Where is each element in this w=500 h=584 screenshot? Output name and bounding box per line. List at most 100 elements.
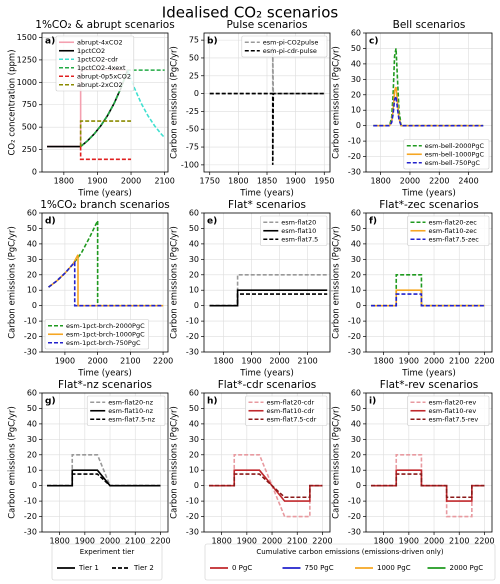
plot-frame: [41, 32, 169, 173]
y-axis-label: Carbon emissions (PgC/yr): [8, 226, 18, 339]
panel-title: Pulse scenarios: [227, 19, 308, 31]
series-line: [371, 289, 485, 307]
x-tick-label: 2200: [429, 177, 449, 186]
panel-title: Flat*-zec scenarios: [379, 199, 479, 211]
x-tick-label: 1800: [49, 537, 69, 546]
x-tick-label: 2000: [100, 537, 120, 546]
x-tick-label: 1800: [373, 357, 393, 366]
x-axis-label: Time (years): [401, 189, 456, 199]
y-axis-label: Carbon emissions (PgC/yr): [332, 406, 342, 519]
series-line: [126, 69, 166, 139]
legend-label: esm-flat20-rev: [429, 398, 477, 406]
legend-label: 2000 PgC: [450, 564, 484, 572]
y-tick-label: -30: [348, 168, 361, 177]
y-tick-label: 50: [351, 404, 361, 413]
panel-label: a): [45, 37, 55, 47]
series-line: [48, 260, 164, 307]
series-line: [209, 293, 328, 307]
y-tick-label: 50: [27, 224, 37, 233]
series-line: [79, 146, 132, 161]
plot-frame: [41, 212, 169, 353]
y-tick-label: 0: [194, 481, 199, 490]
legend-box: [259, 215, 328, 246]
y-tick-label: 30: [27, 435, 37, 444]
y-tick-label: -20: [348, 332, 361, 341]
legend-title: Experiment tier: [80, 548, 135, 556]
legend-label: esm-pi-cdr-pulse: [263, 47, 317, 55]
x-tick-label: 1900: [399, 357, 419, 366]
x-axis-label: Time (years): [239, 369, 294, 379]
y-tick-label: 0: [356, 481, 361, 490]
y-tick-label: 20: [27, 450, 37, 459]
x-tick-label: 2000: [121, 177, 141, 186]
legend-box: [245, 395, 328, 426]
panel-title: Flat* scenarios: [228, 199, 306, 211]
panel-title: Flat*-nz scenarios: [58, 379, 152, 391]
legend-box: [55, 35, 135, 92]
legend-label: Tier 1: [78, 564, 99, 572]
y-tick-label: 0: [356, 301, 361, 310]
legend-label: abrupt-2xCO2: [77, 81, 123, 89]
plot-frame: [365, 212, 493, 353]
panel-label: b): [207, 37, 218, 47]
y-axis-label: Carbon emissions (PgC/yr): [332, 46, 342, 159]
x-tick-label: 2200: [312, 537, 332, 546]
series-line: [48, 254, 164, 307]
x-tick-label: 1800: [228, 177, 248, 186]
plot-frame: [203, 392, 331, 533]
y-tick-label: 60: [27, 209, 37, 218]
legend-label: esm-flat7.5-cdr: [267, 415, 317, 423]
panel-label: e): [207, 217, 217, 227]
y-tick-label: -20: [186, 512, 199, 521]
y-tick-label: 40: [351, 239, 361, 248]
y-tick-label: -20: [24, 332, 37, 341]
y-tick-label: 1250: [17, 55, 37, 64]
y-tick-label: 20: [27, 270, 37, 279]
x-tick-label: 1800: [213, 357, 233, 366]
legend-label: 1pctCO2-cdr: [77, 55, 118, 63]
legend-label: abrupt-4xCO2: [77, 38, 123, 46]
y-tick-label: 0: [32, 301, 37, 310]
y-tick-label: 50: [351, 224, 361, 233]
panel-label: d): [45, 217, 56, 227]
legend-box: [407, 215, 490, 246]
y-tick-label: -10: [186, 317, 199, 326]
legend-label: 750 PgC: [305, 564, 334, 572]
y-tick-label: 10: [27, 466, 37, 475]
series-line: [47, 469, 161, 487]
y-tick-label: 20: [351, 450, 361, 459]
x-axis-label: Time (years): [77, 189, 132, 199]
series-line: [371, 473, 485, 499]
y-tick-label: 40: [189, 239, 199, 248]
y-tick-label: -20: [348, 512, 361, 521]
legend-label: 1pctCO2: [77, 47, 105, 55]
y-tick-label: -75: [186, 143, 199, 152]
series-line: [48, 220, 164, 307]
y-tick-label: 40: [27, 419, 37, 428]
y-tick-label: 750: [22, 100, 37, 109]
x-tick-label: 1900: [75, 537, 95, 546]
legend-label: esm-flat7.5-nz: [108, 415, 155, 423]
x-tick-label: 2000: [424, 537, 444, 546]
y-tick-label: -20: [186, 332, 199, 341]
legend-label: esm-flat20-nz: [108, 398, 153, 406]
y-axis-label: Carbon emissions (PgC/yr): [170, 46, 180, 159]
x-tick-label: 2000: [262, 537, 282, 546]
y-tick-label: 20: [351, 90, 361, 99]
x-tick-label: 1800: [54, 177, 74, 186]
legend-label: esm-bell-750PgC: [425, 159, 481, 167]
panel-label: h): [207, 397, 218, 407]
y-tick-label: 40: [27, 239, 37, 248]
plot-frame: [203, 32, 331, 173]
y-tick-label: 10: [351, 286, 361, 295]
y-tick-label: 40: [351, 59, 361, 68]
x-tick-label: 2000: [87, 357, 107, 366]
figure-title: Idealised CO₂ scenarios: [162, 4, 339, 22]
y-tick-label: 20: [189, 450, 199, 459]
legend-label: esm-flat10-nz: [108, 407, 153, 415]
x-tick-label: 2100: [297, 357, 317, 366]
panel-title: 1%CO₂ branch scenarios: [40, 199, 170, 211]
y-tick-label: -20: [24, 512, 37, 521]
y-tick-label: 20: [189, 270, 199, 279]
y-tick-label: 75: [189, 36, 199, 45]
